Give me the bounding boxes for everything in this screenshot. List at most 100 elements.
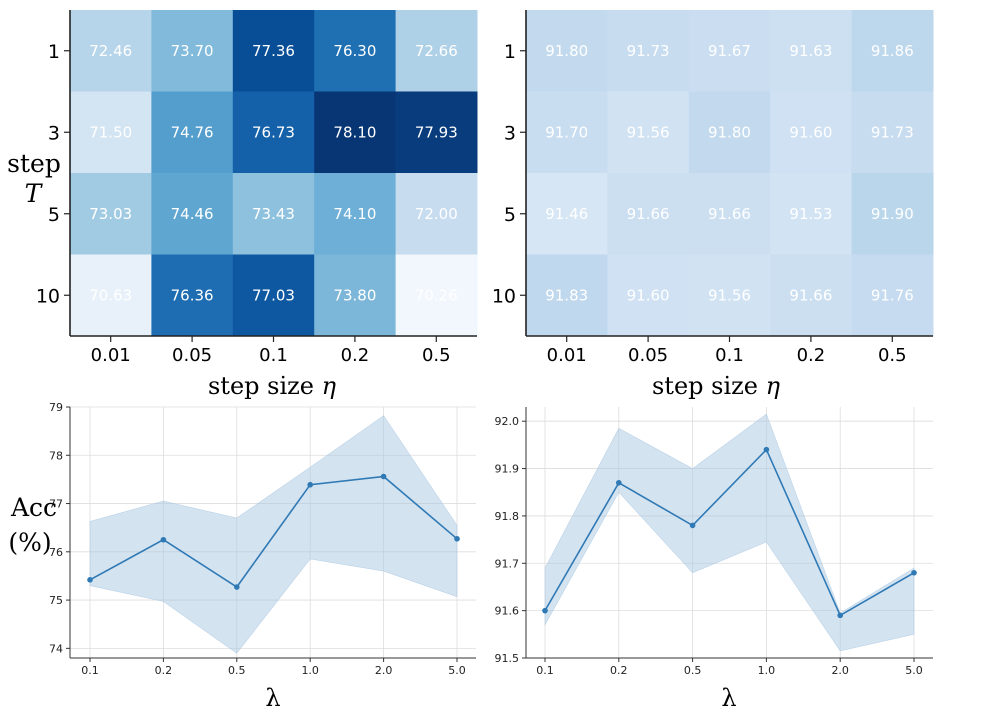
line-chart-right: 91.5 91.6 91.7 91.8 91.9 92.0 0.1 0.2 0.5 1.0 2.0 5… (495, 407, 933, 712)
heatmap-left-cell-label: 77.36 (252, 42, 295, 60)
line-right-point (542, 607, 548, 614)
line-right-xtick-label: 0.5 (684, 664, 702, 677)
line-left-point (160, 536, 167, 543)
line-ylabel-acc: Acc (10, 493, 57, 522)
heatmap-right-cell-label: 91.80 (708, 123, 751, 141)
heatmap-left-cell-label: 74.76 (171, 123, 214, 141)
line-left-band (89, 415, 458, 654)
heatmap-left-cells: 72.46 73.70 77.36 76.30 72.66 71.50 74.76 76.73… (70, 10, 478, 337)
heatmap-left: 72.46 73.70 77.36 76.30 72.66 71.50 74.76 76.73… (36, 10, 478, 400)
heatmap-left-cell-label: 73.80 (333, 286, 376, 304)
heatmap-left-cell (314, 173, 397, 255)
heatmap-left-cell-label: 73.70 (171, 42, 214, 60)
line-left-xtick-label: 0.1 (81, 664, 99, 677)
heatmap-right-cell-label: 91.56 (708, 286, 751, 304)
line-left-xtick-label: 0.5 (228, 664, 246, 677)
heatmap-left-xtick-label: 0.2 (341, 345, 370, 366)
line-right-ytick-label: 91.5 (495, 652, 520, 665)
heatmap-ylabel-T: T (25, 179, 44, 208)
heatmap-left-cell (70, 91, 152, 174)
heatmap-left-cell-label: 72.46 (89, 42, 132, 60)
line-right-ytick-label: 91.8 (495, 510, 520, 523)
heatmap-left-yticks: 1 3 5 10 (36, 41, 70, 307)
line-ylabel-unit: (%) (8, 528, 51, 557)
line-right-xtick-label: 0.1 (536, 664, 554, 677)
heatmap-left-cell (314, 91, 397, 174)
heatmap-right-cell (688, 173, 771, 255)
line-left-ytick-label: 77 (49, 498, 63, 511)
line-left-series (87, 473, 460, 590)
heatmap-right: 91.80 91.73 91.67 91.63 91.86 91.70 91.56 91.80… (492, 10, 934, 400)
heatmap-left-cell-label: 72.00 (415, 205, 458, 223)
heatmap-right-xtick-label: 0.05 (628, 345, 668, 366)
heatmap-left-xticks: 0.01 0.05 0.1 0.2 0.5 (91, 336, 451, 366)
heatmap-left-cell-label: 70.63 (89, 286, 132, 304)
heatmap-right-cell (688, 254, 771, 337)
line-left-point (87, 577, 93, 583)
heatmap-right-cell-label: 91.73 (627, 42, 670, 60)
heatmap-left-cell-label: 74.46 (171, 205, 214, 223)
heatmap-right-cell (526, 91, 608, 174)
heatmap-right-cell (851, 254, 934, 337)
heatmap-right-xlabel: step size η (652, 372, 781, 400)
line-left-point (234, 584, 240, 590)
heatmap-right-cell (526, 254, 608, 337)
line-right-axes: 91.5 91.6 91.7 91.8 91.9 92.0 0.1 0.2 0.5 1.0 2.0 5… (495, 407, 933, 677)
heatmap-right-cell (607, 91, 690, 174)
heatmap-right-cell-label: 91.86 (871, 42, 914, 60)
line-right-confidence-band (544, 413, 915, 652)
heatmap-left-cell (232, 173, 315, 255)
heatmap-right-cell (688, 10, 771, 92)
line-left-ytick-label: 76 (49, 546, 63, 559)
heatmap-right-cell (607, 173, 690, 255)
heatmap-left-cell (232, 91, 315, 174)
heatmap-left-ytick-label: 10 (36, 285, 60, 307)
line-right-ytick-label: 92.0 (495, 415, 520, 428)
heatmap-right-cell (770, 10, 853, 92)
heatmap-right-ytick-label: 3 (504, 122, 516, 144)
line-left-ytick-label: 74 (49, 642, 63, 655)
heatmap-left-cell-label: 74.10 (333, 205, 376, 223)
heatmap-left-cell-label: 72.66 (415, 42, 458, 60)
heatmap-left-cell (395, 254, 478, 337)
line-right-ytick-label: 91.6 (495, 605, 520, 618)
heatmap-left-cell-label: 76.73 (252, 123, 295, 141)
heatmap-left-xlabel: step size η (208, 372, 337, 400)
heatmap-left-cell (395, 173, 478, 255)
line-chart-left: 74 75 76 77 78 79 0.1 0.2 0.5 1.0 2.0 5.0 λ (49, 401, 476, 712)
line-left-xtick-label: 1.0 (301, 664, 319, 677)
heatmap-left-cell-label: 73.43 (252, 205, 295, 223)
line-left-xlabel: λ (265, 684, 280, 712)
line-left-ytick-label: 75 (49, 594, 63, 607)
heatmap-left-cell (314, 254, 397, 337)
line-right-xlabel: λ (721, 684, 736, 712)
heatmap-right-cell-label: 91.53 (789, 205, 832, 223)
heatmap-right-cell-label: 91.73 (871, 123, 914, 141)
heatmap-right-cell-label: 91.66 (789, 286, 832, 304)
heatmap-left-cell-label: 77.03 (252, 286, 295, 304)
heatmap-right-cell-label: 91.66 (627, 205, 670, 223)
line-left-ytick-label: 78 (49, 449, 63, 462)
heatmap-right-cell-label: 91.60 (627, 286, 670, 304)
heatmap-left-cell (395, 91, 478, 174)
line-right-ytick-label: 91.7 (495, 557, 520, 570)
heatmap-left-xtick-label: 0.1 (259, 345, 288, 366)
heatmap-left-ytick-label: 5 (48, 204, 60, 226)
heatmap-left-cell (232, 254, 315, 337)
heatmap-right-cell (851, 10, 934, 92)
line-right-series (542, 446, 917, 619)
heatmap-left-cell (70, 173, 152, 255)
heatmap-right-cell (526, 10, 608, 92)
heatmap-left-cell-label: 70.26 (415, 286, 458, 304)
heatmap-right-xtick-label: 0.1 (715, 345, 744, 366)
heatmap-left-cell-label: 73.03 (89, 205, 132, 223)
line-right-xtick-label: 2.0 (831, 664, 849, 677)
heatmap-left-cell-label: 77.93 (415, 123, 458, 141)
line-left-ytick-label: 79 (49, 401, 63, 414)
line-left-point (380, 473, 387, 480)
heatmap-right-cells: 91.80 91.73 91.67 91.63 91.86 91.70 91.56 91.80… (526, 10, 934, 337)
heatmap-right-cell-label: 91.80 (545, 42, 588, 60)
heatmap-left-cell (151, 254, 234, 337)
line-right-xtick-label: 5.0 (905, 664, 923, 677)
heatmap-right-cell-label: 91.70 (545, 123, 588, 141)
